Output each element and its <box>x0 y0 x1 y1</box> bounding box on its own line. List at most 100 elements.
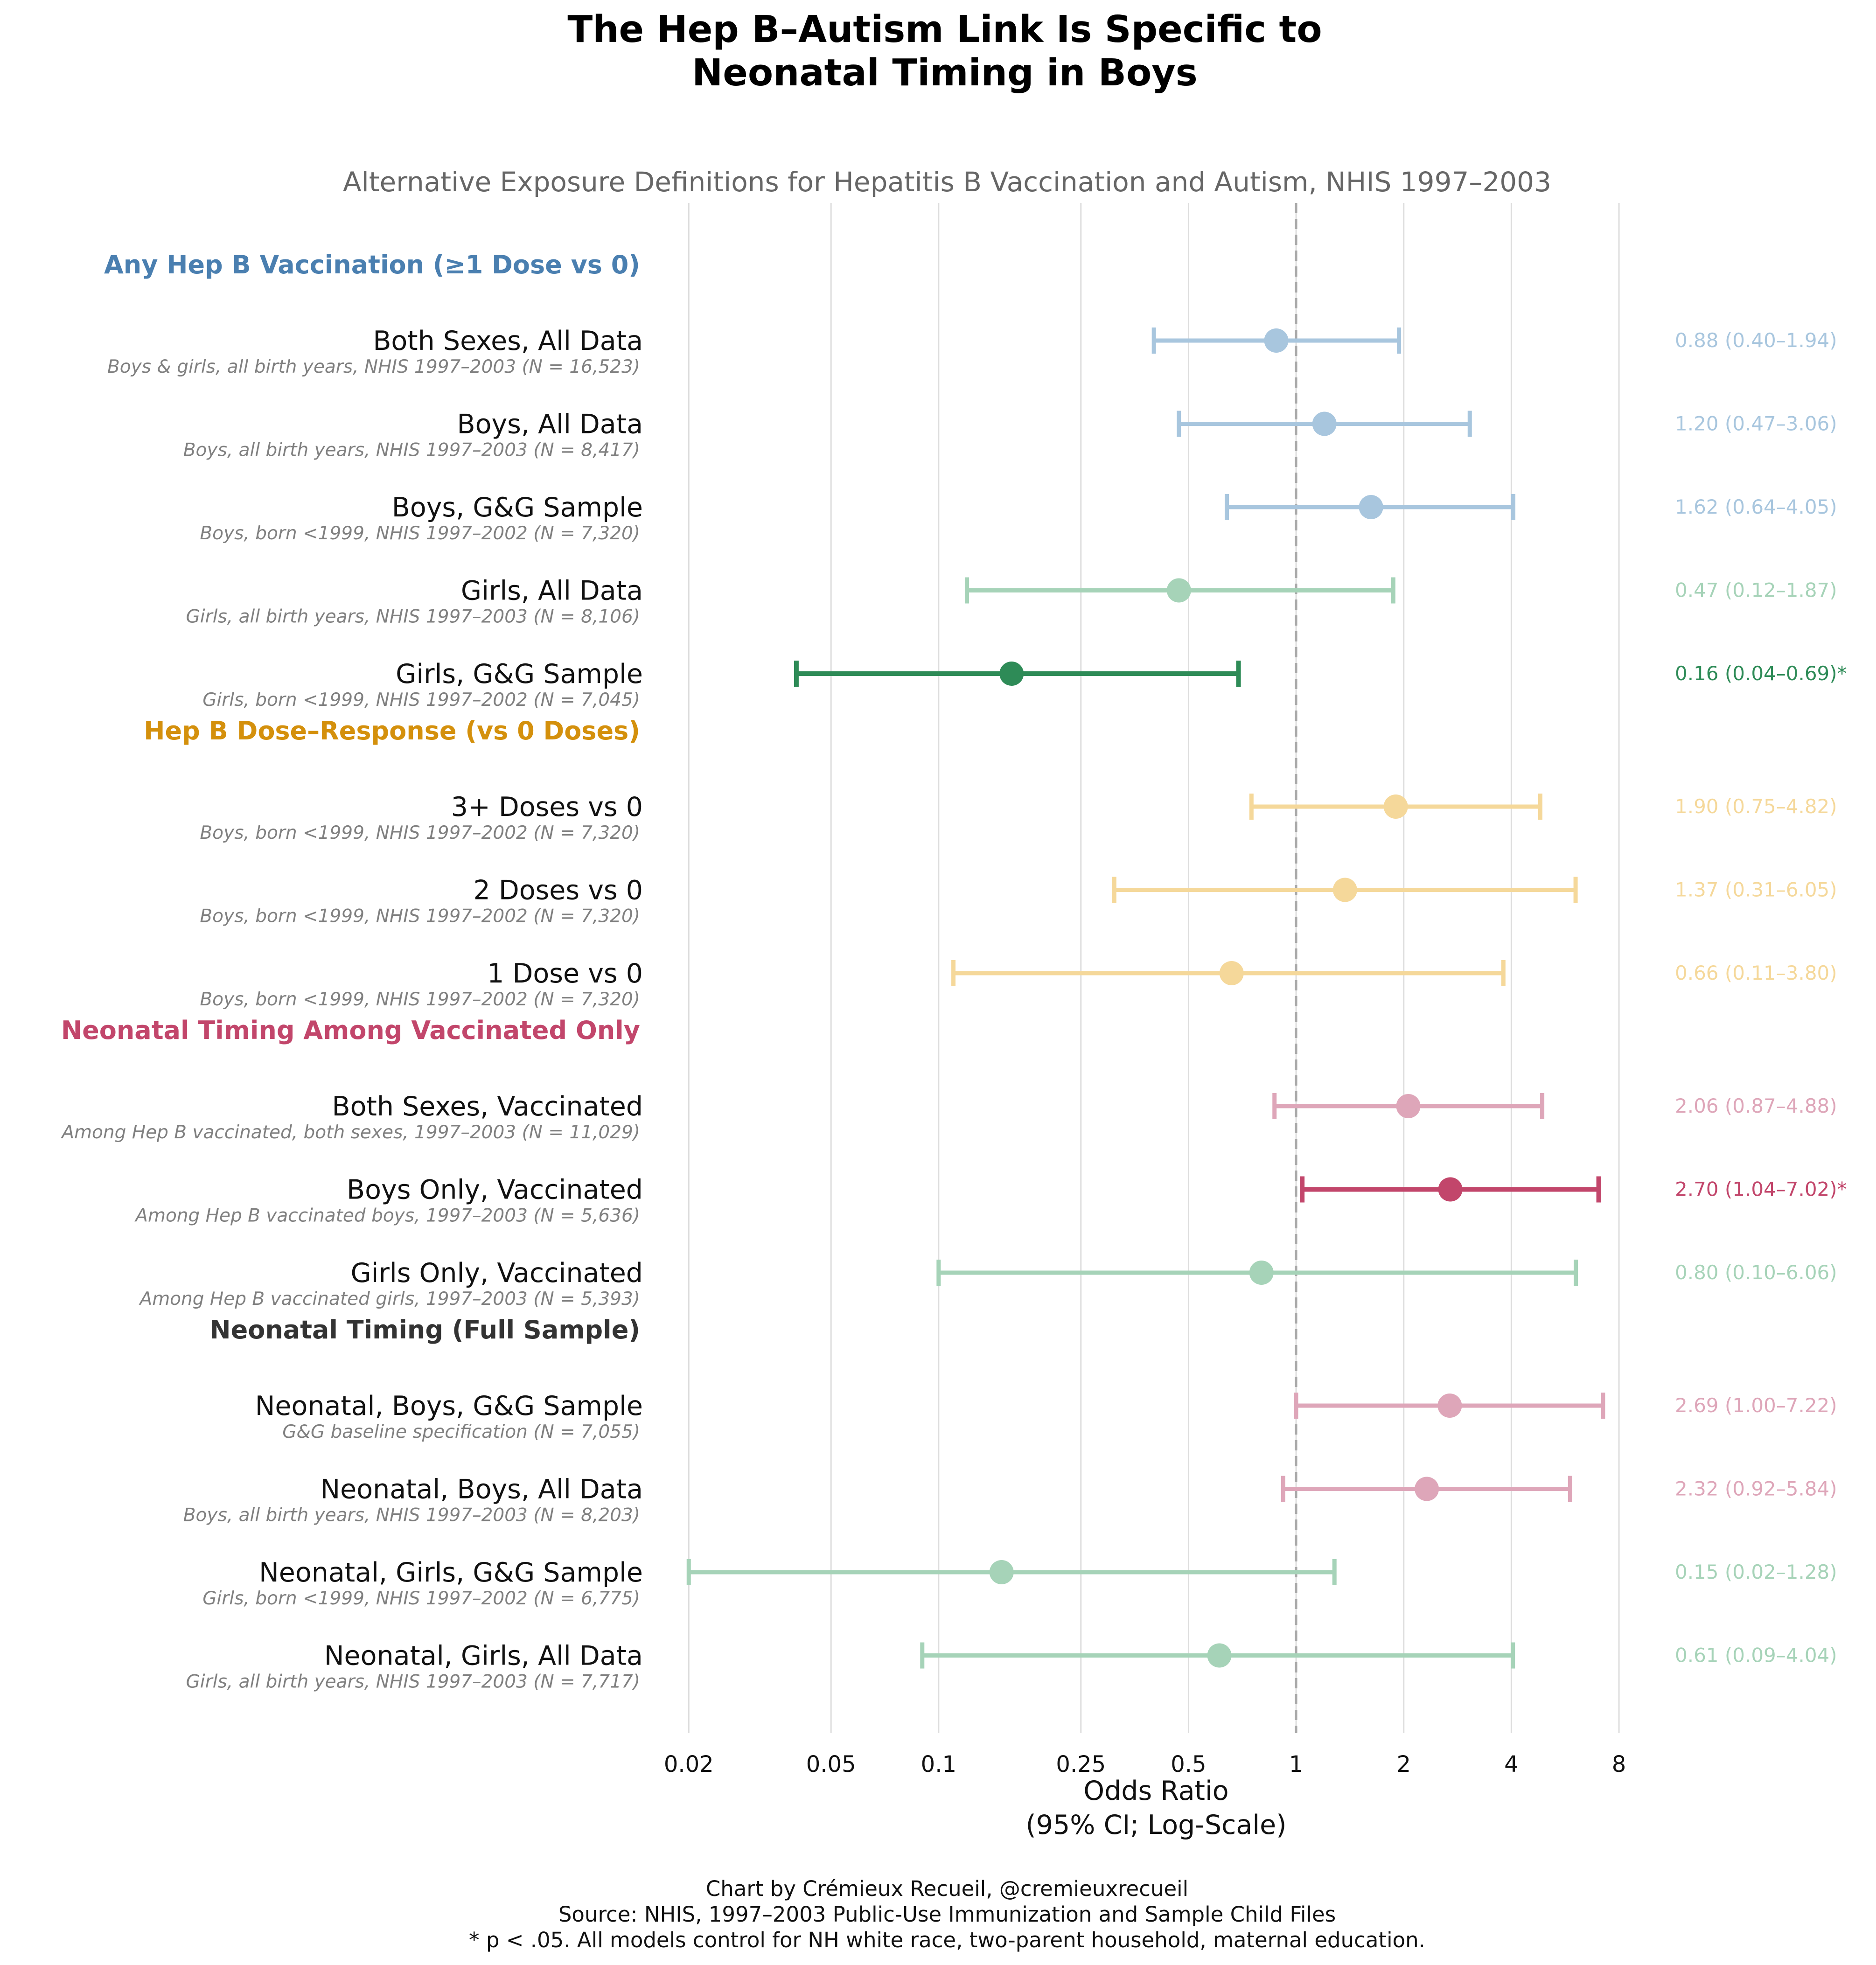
value-label: 0.88 (0.40–1.94) <box>1675 329 1837 352</box>
value-label: 1.90 (0.75–4.82) <box>1675 795 1837 818</box>
row-label: Neonatal, Boys, G&G Sample <box>255 1391 643 1421</box>
group-header-1: Any Hep B Vaccination (≥1 Dose vs 0) <box>104 250 640 279</box>
point-estimate <box>1264 328 1289 353</box>
row-sublabel: Among Hep B vaccinated boys, 1997–2003 (… <box>134 1205 640 1226</box>
row-label: Boys, G&G Sample <box>392 492 643 523</box>
point-estimate <box>1437 1394 1462 1418</box>
value-label: 0.80 (0.10–6.06) <box>1675 1261 1837 1284</box>
row-sublabel: Girls, born <1999, NHIS 1997–2002 (N = 6… <box>202 1588 640 1609</box>
value-label: 0.16 (0.04–0.69)* <box>1675 662 1847 685</box>
row-label: Boys Only, Vaccinated <box>347 1175 643 1205</box>
x-tick-label: 8 <box>1612 1751 1626 1777</box>
row-sublabel: Boys, born <1999, NHIS 1997–2002 (N = 7,… <box>200 989 640 1010</box>
group-header-3: Neonatal Timing Among Vaccinated Only <box>61 1016 640 1045</box>
x-tick-label: 4 <box>1504 1751 1519 1777</box>
x-tick-label: 0.1 <box>921 1751 956 1777</box>
footer-credit: Chart by Crémieux Recueil, @cremieuxrecu… <box>706 1876 1188 1901</box>
x-tick-label: 2 <box>1396 1751 1411 1777</box>
row-sublabel: Among Hep B vaccinated, both sexes, 1997… <box>60 1122 640 1143</box>
group-header-2: Hep B Dose–Response (vs 0 Doses) <box>144 716 640 746</box>
footer-note: * p < .05. All models control for NH whi… <box>469 1928 1425 1952</box>
row-label: Neonatal, Boys, All Data <box>320 1474 643 1505</box>
row-sublabel: Boys, born <1999, NHIS 1997–2002 (N = 7,… <box>200 822 640 843</box>
value-label: 0.15 (0.02–1.28) <box>1675 1561 1837 1583</box>
row-sublabel: G&G baseline specification (N = 7,055) <box>282 1421 640 1442</box>
group-header-4: Neonatal Timing (Full Sample) <box>209 1315 640 1345</box>
point-estimate <box>1166 578 1191 603</box>
row-sublabel: Boys, all birth years, NHIS 1997–2003 (N… <box>183 1505 640 1526</box>
footer-source: Source: NHIS, 1997–2003 Public-Use Immun… <box>558 1902 1336 1927</box>
value-label: 0.47 (0.12–1.87) <box>1675 579 1837 602</box>
point-estimate <box>999 662 1024 686</box>
point-estimate <box>1249 1261 1274 1285</box>
x-axis-title-line-2: (95% CI; Log-Scale) <box>1026 1810 1287 1840</box>
chart-subtitle: Alternative Exposure Definitions for Hep… <box>343 166 1551 198</box>
point-estimate <box>1219 961 1244 985</box>
value-label: 2.06 (0.87–4.88) <box>1675 1094 1837 1117</box>
x-tick-label: 0.05 <box>806 1751 856 1777</box>
value-label: 0.66 (0.11–3.80) <box>1675 962 1837 984</box>
x-tick-label: 0.5 <box>1171 1751 1206 1777</box>
value-label: 2.70 (1.04–7.02)* <box>1675 1178 1847 1201</box>
row-label: 3+ Doses vs 0 <box>451 792 643 822</box>
point-estimate <box>1438 1177 1463 1202</box>
x-tick-label: 1 <box>1289 1751 1304 1777</box>
row-sublabel: Boys & girls, all birth years, NHIS 1997… <box>107 356 640 377</box>
group-headers: Any Hep B Vaccination (≥1 Dose vs 0) Hep … <box>61 250 640 1345</box>
row-sublabel: Girls, all birth years, NHIS 1997–2003 (… <box>186 606 640 627</box>
value-label: 2.32 (0.92–5.84) <box>1675 1477 1837 1500</box>
point-estimate <box>1332 878 1357 902</box>
row-label: Girls, G&G Sample <box>396 659 643 690</box>
row-sublabel: Boys, all birth years, NHIS 1997–2003 (N… <box>183 440 640 461</box>
point-estimate <box>1415 1477 1439 1501</box>
x-axis-ticks: 0.02 0.05 0.1 0.25 0.5 1 2 4 8 <box>664 1751 1626 1777</box>
point-estimate <box>989 1560 1014 1584</box>
x-tick-label: 0.02 <box>664 1751 714 1777</box>
row-label: Neonatal, Girls, All Data <box>324 1641 643 1672</box>
point-estimate <box>1396 1094 1421 1118</box>
row-label: Girls, All Data <box>461 576 643 606</box>
row-sublabel: Girls, all birth years, NHIS 1997–2003 (… <box>186 1672 640 1693</box>
row-label: 2 Doses vs 0 <box>473 875 643 906</box>
chart-title-line-1: The Hep B–Autism Link Is Specific to <box>567 8 1322 51</box>
point-estimate <box>1207 1643 1232 1668</box>
x-axis-title-line-1: Odds Ratio <box>1083 1776 1228 1806</box>
chart-title-line-2: Neonatal Timing in Boys <box>692 51 1198 94</box>
row-sublabel: Girls, born <1999, NHIS 1997–2002 (N = 7… <box>202 690 640 711</box>
value-label: 2.69 (1.00–7.22) <box>1675 1394 1837 1417</box>
row-label: Neonatal, Girls, G&G Sample <box>259 1557 643 1588</box>
point-estimate <box>1383 794 1408 819</box>
point-estimate <box>1312 411 1337 436</box>
value-label: 1.37 (0.31–6.05) <box>1675 878 1837 901</box>
row-sublabel: Boys, born <1999, NHIS 1997–2002 (N = 7,… <box>200 906 640 927</box>
value-label: 1.20 (0.47–3.06) <box>1675 412 1837 435</box>
row-sublabel: Among Hep B vaccinated girls, 1997–2003 … <box>139 1289 640 1310</box>
row-label: Both Sexes, All Data <box>373 326 643 356</box>
row-sublabel: Boys, born <1999, NHIS 1997–2002 (N = 7,… <box>200 523 640 544</box>
row-label: Both Sexes, Vaccinated <box>332 1091 643 1122</box>
row-label: Boys, All Data <box>457 409 643 440</box>
row-label: 1 Dose vs 0 <box>487 958 643 989</box>
value-label: 1.62 (0.64–4.05) <box>1675 495 1837 518</box>
x-tick-label: 0.25 <box>1056 1751 1106 1777</box>
value-label: 0.61 (0.09–4.04) <box>1675 1644 1837 1667</box>
point-estimate <box>1359 495 1383 519</box>
row-label: Girls Only, Vaccinated <box>350 1258 643 1289</box>
